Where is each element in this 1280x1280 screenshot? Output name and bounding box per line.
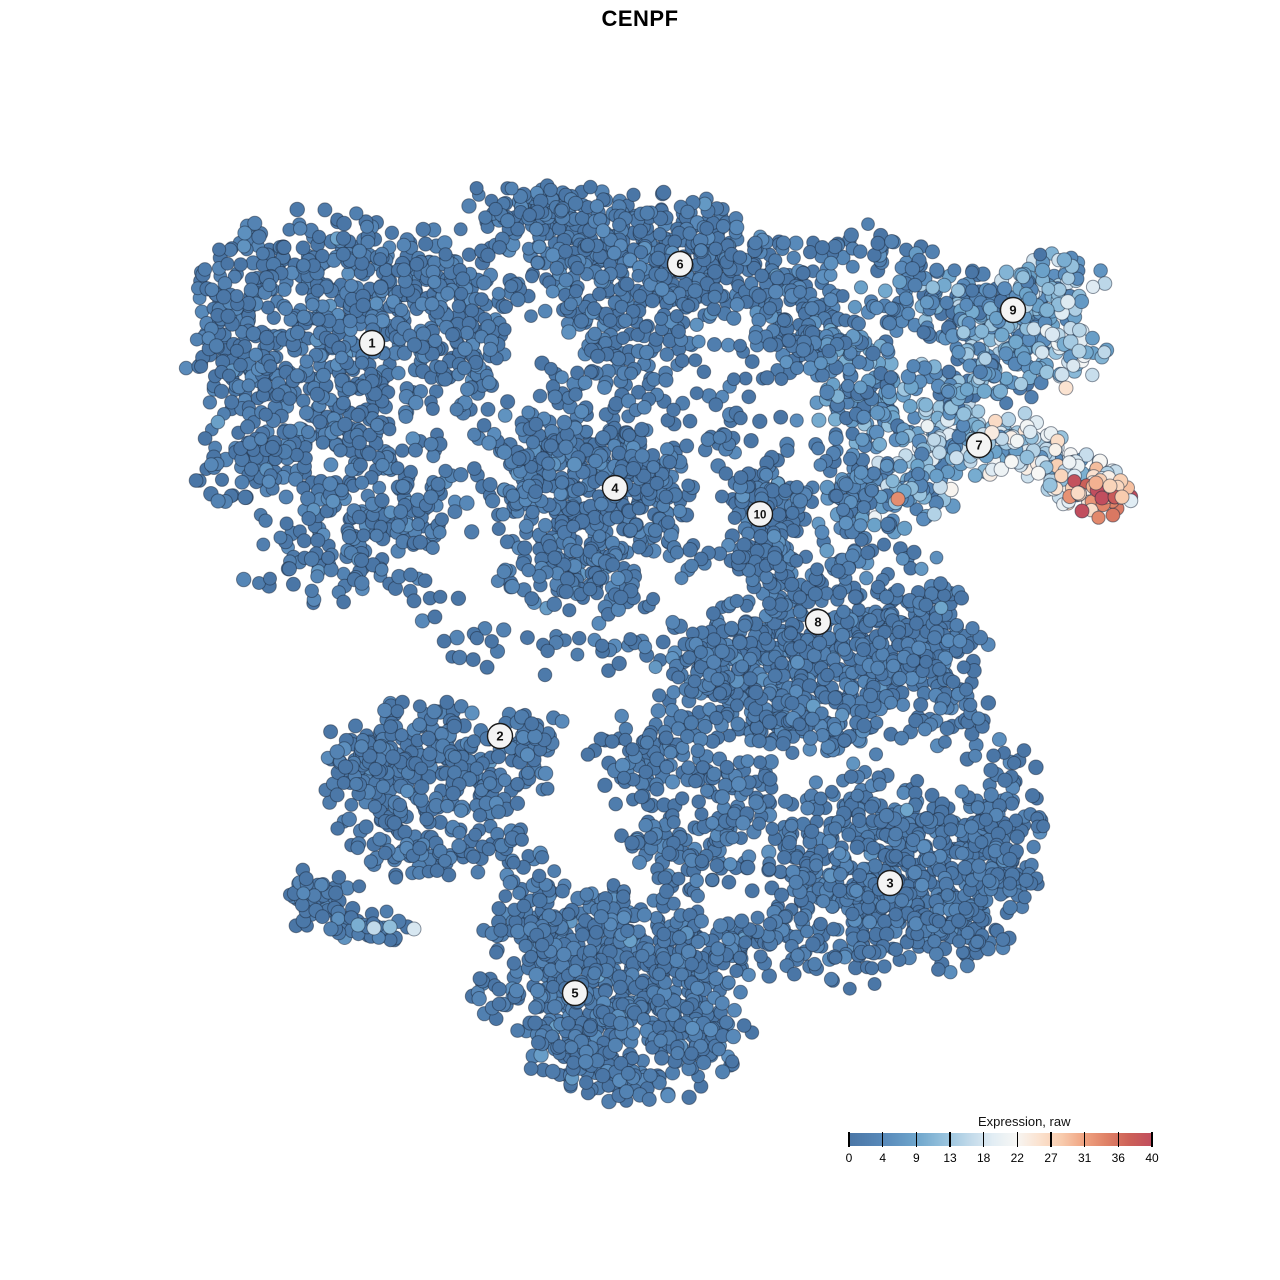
cluster-label-1: 1 xyxy=(358,329,386,357)
cluster-label-8: 8 xyxy=(804,608,832,636)
plot-title: CENPF xyxy=(601,6,679,31)
cluster-label-2: 2 xyxy=(486,722,514,750)
cluster-label-5: 5 xyxy=(561,979,589,1007)
colorbar-tick-label: 22 xyxy=(1010,1151,1024,1165)
colorbar-tick-label: 9 xyxy=(912,1151,920,1165)
colorbar-tick xyxy=(915,1132,918,1147)
cluster-label-6: 6 xyxy=(666,250,694,278)
colorbar-tick-label: 4 xyxy=(879,1151,887,1165)
colorbar-tick xyxy=(949,1132,951,1147)
colorbar-tick xyxy=(848,1132,850,1147)
colorbar-tick xyxy=(1050,1132,1052,1147)
cluster-label-7: 7 xyxy=(965,431,993,459)
colorbar-tick xyxy=(1016,1132,1019,1147)
colorbar-tick-label: 0 xyxy=(845,1151,853,1165)
cells-layer xyxy=(178,178,1139,1110)
colorbar-tick xyxy=(1117,1132,1120,1147)
cluster-label-10: 10 xyxy=(746,500,774,528)
colorbar-tick-label: 27 xyxy=(1044,1151,1058,1165)
colorbar-tick-label: 18 xyxy=(977,1151,991,1165)
colorbar-tick-label: 40 xyxy=(1145,1151,1159,1165)
colorbar-tick xyxy=(1083,1132,1086,1147)
colorbar-tick-label: 13 xyxy=(943,1151,957,1165)
colorbar-tick-label: 31 xyxy=(1078,1151,1092,1165)
cluster-label-3: 3 xyxy=(876,869,904,897)
cluster-label-9: 9 xyxy=(999,296,1027,324)
cluster-label-4: 4 xyxy=(601,474,629,502)
colorbar-title: Expression, raw xyxy=(978,1114,1071,1129)
colorbar-tick xyxy=(881,1132,884,1147)
colorbar-gradient xyxy=(848,1132,1153,1147)
colorbar-tick xyxy=(982,1132,985,1147)
cluster-labels-layer: 1 2 3 4 5 6 7 8 9 10 xyxy=(358,250,1027,1007)
colorbar-tick xyxy=(1151,1132,1153,1147)
colorbar-tick-label: 36 xyxy=(1111,1151,1125,1165)
